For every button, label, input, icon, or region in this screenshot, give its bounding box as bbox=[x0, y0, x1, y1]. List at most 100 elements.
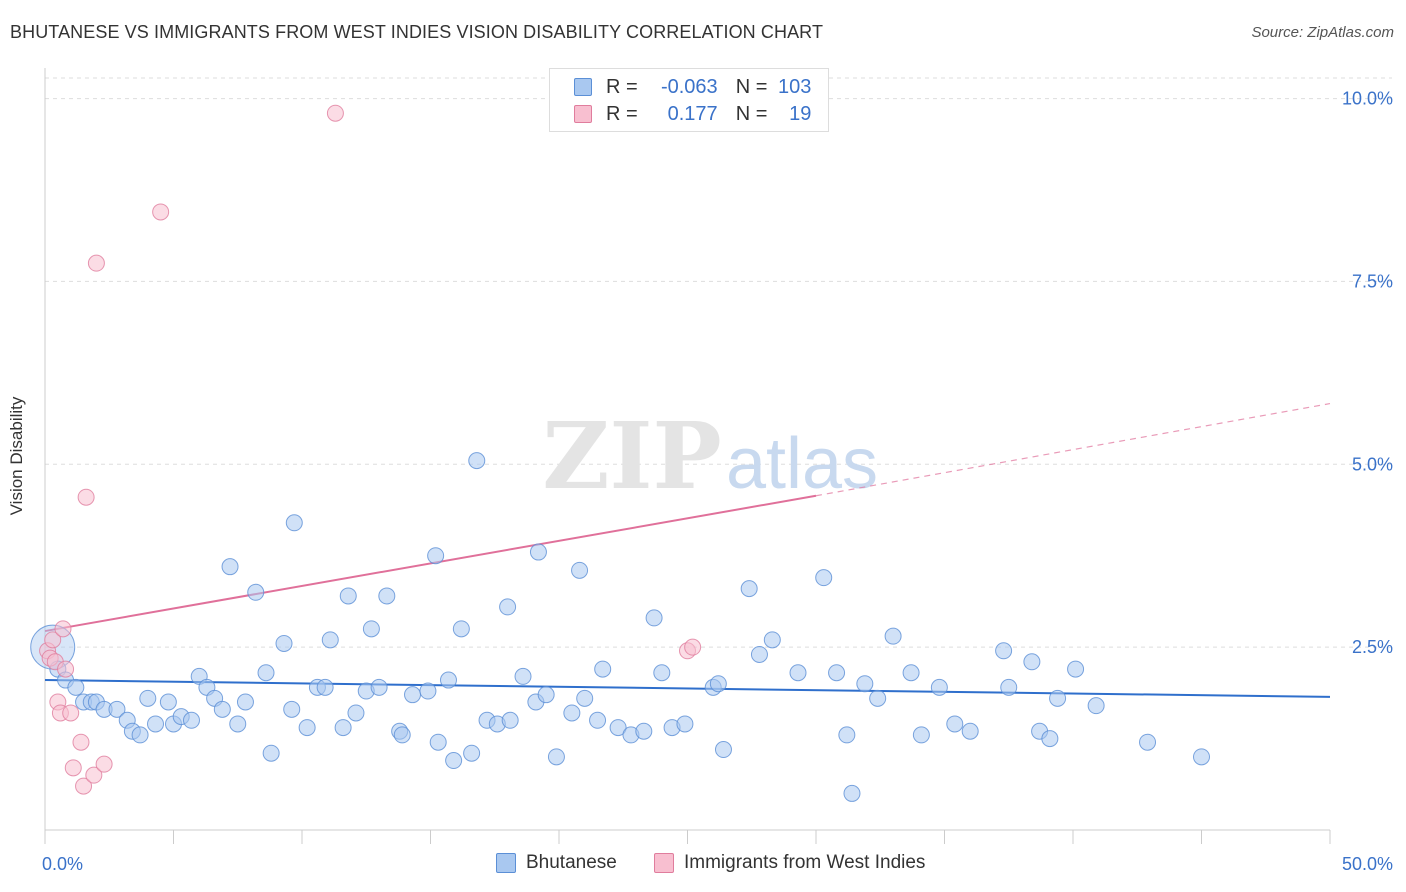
legend-n-value: 19 bbox=[789, 102, 812, 125]
bhutanese-point bbox=[815, 569, 833, 587]
bhutanese-point bbox=[159, 693, 177, 711]
west-indies-point bbox=[75, 777, 93, 795]
bhutanese-point bbox=[930, 678, 948, 696]
bhutanese-point bbox=[576, 689, 594, 707]
west-indies-point bbox=[152, 203, 170, 221]
bhutanese-point bbox=[529, 543, 547, 561]
bhutanese-point bbox=[1067, 660, 1085, 678]
bhutanese-point bbox=[961, 722, 979, 740]
bhutanese-point bbox=[1049, 689, 1067, 707]
bhutanese-point bbox=[609, 719, 627, 737]
west-indies-point bbox=[87, 254, 105, 272]
x-tick-label: 0.0% bbox=[42, 854, 83, 874]
bhutanese-point bbox=[262, 744, 280, 762]
watermark-zip: ZIP bbox=[542, 402, 721, 510]
grid-lines bbox=[45, 77, 1392, 648]
bhutanese-point bbox=[537, 686, 555, 704]
west-indies-point bbox=[77, 488, 95, 506]
bhutanese-point bbox=[370, 678, 388, 696]
bhutanese-point bbox=[750, 645, 768, 663]
bhutanese-point bbox=[1023, 653, 1041, 671]
west-indies-point bbox=[85, 766, 103, 784]
bhutanese-point bbox=[912, 726, 930, 744]
y-tick-label: 7.5% bbox=[1352, 271, 1393, 291]
bhutanese-point bbox=[468, 452, 486, 470]
source-label: Source: ZipAtlas.com bbox=[1251, 24, 1394, 41]
legend-item-bhutanese: Bhutanese bbox=[496, 852, 617, 874]
bhutanese-point bbox=[838, 726, 856, 744]
bhutanese-point bbox=[645, 609, 663, 627]
legend-swatch-bhutanese bbox=[496, 853, 516, 873]
bhutanese-point bbox=[419, 682, 437, 700]
bhutanese-point bbox=[334, 719, 352, 737]
bhutanese-point bbox=[182, 711, 200, 729]
bhutanese-point bbox=[1193, 748, 1210, 766]
west-indies-point bbox=[95, 755, 113, 773]
bhutanese-trend-line bbox=[44, 679, 1331, 698]
west-indies-trend-extension bbox=[815, 402, 1331, 497]
bhutanese-point bbox=[843, 784, 861, 802]
tick-labels: 2.5% 5.0% 7.5% 10.0% 0.0% 50.0% bbox=[42, 89, 1393, 874]
y-tick-label: 10.0% bbox=[1342, 89, 1393, 109]
series-legend: Bhutanese Immigrants from West Indies bbox=[0, 852, 1406, 878]
bhutanese-point bbox=[902, 664, 920, 682]
x-tick-label: 50.0% bbox=[1342, 854, 1393, 874]
west-indies-point bbox=[44, 631, 62, 649]
bhutanese-point bbox=[339, 587, 357, 605]
bhutanese-point bbox=[589, 711, 607, 729]
stats-legend: R = -0.063 N = 103 R = 0.177 N = 19 bbox=[549, 68, 829, 132]
bhutanese-point bbox=[236, 693, 254, 711]
bhutanese-point bbox=[439, 671, 457, 689]
bhutanese-point bbox=[139, 689, 157, 707]
legend-n-label: N = bbox=[735, 102, 768, 125]
bhutanese-point bbox=[501, 711, 519, 729]
bhutanese-point bbox=[452, 620, 470, 638]
legend-swatch-west-indies bbox=[574, 105, 592, 123]
bhutanese-point bbox=[427, 547, 445, 565]
bhutanese-point bbox=[653, 664, 671, 682]
legend-n-value: 103 bbox=[778, 75, 812, 98]
bhutanese-point bbox=[445, 752, 463, 770]
west-indies-point bbox=[54, 620, 72, 638]
watermark-atlas: atlas bbox=[726, 424, 878, 504]
y-axis-label-container: Vision Disability bbox=[7, 397, 37, 516]
bhutanese-point bbox=[229, 715, 247, 733]
bhutanese-point bbox=[714, 741, 732, 759]
bhutanese-point bbox=[763, 631, 781, 649]
bhutanese-point bbox=[393, 726, 411, 744]
bhutanese-point bbox=[946, 715, 964, 733]
bhutanese-point bbox=[676, 715, 694, 733]
bhutanese-point bbox=[740, 580, 758, 598]
bhutanese-point bbox=[221, 558, 239, 576]
legend-row-west-indies: R = 0.177 N = 19 bbox=[574, 101, 811, 127]
bhutanese-point bbox=[571, 561, 589, 579]
legend-n-label: N = bbox=[735, 75, 768, 98]
bhutanese-point bbox=[404, 686, 422, 704]
bhutanese-point bbox=[1000, 678, 1018, 696]
west-indies-point bbox=[57, 660, 75, 678]
trend-lines bbox=[44, 402, 1331, 698]
bhutanese-point bbox=[1087, 697, 1105, 715]
legend-swatch-bhutanese bbox=[574, 78, 592, 96]
legend-r-value: 0.177 bbox=[667, 102, 718, 125]
bhutanese-point bbox=[856, 675, 874, 693]
bhutanese-point bbox=[298, 719, 316, 737]
bhutanese-point bbox=[884, 627, 902, 645]
bhutanese-point bbox=[499, 598, 517, 616]
legend-row-bhutanese: R = -0.063 N = 103 bbox=[574, 74, 811, 100]
bhutanese-point bbox=[316, 678, 334, 696]
bhutanese-point bbox=[347, 704, 365, 722]
bhutanese-point bbox=[213, 700, 231, 718]
y-tick-label: 5.0% bbox=[1352, 454, 1393, 474]
bhutanese-point bbox=[131, 726, 149, 744]
bhutanese-point bbox=[285, 514, 303, 532]
bhutanese-point bbox=[147, 715, 165, 733]
bhutanese-point bbox=[275, 634, 293, 652]
bhutanese-point bbox=[828, 664, 846, 682]
west-indies-trend-line bbox=[44, 494, 817, 633]
bhutanese-point bbox=[709, 675, 727, 693]
bhutanese-point bbox=[257, 664, 275, 682]
legend-r-value: -0.063 bbox=[660, 75, 718, 98]
west-indies-point bbox=[72, 733, 90, 751]
